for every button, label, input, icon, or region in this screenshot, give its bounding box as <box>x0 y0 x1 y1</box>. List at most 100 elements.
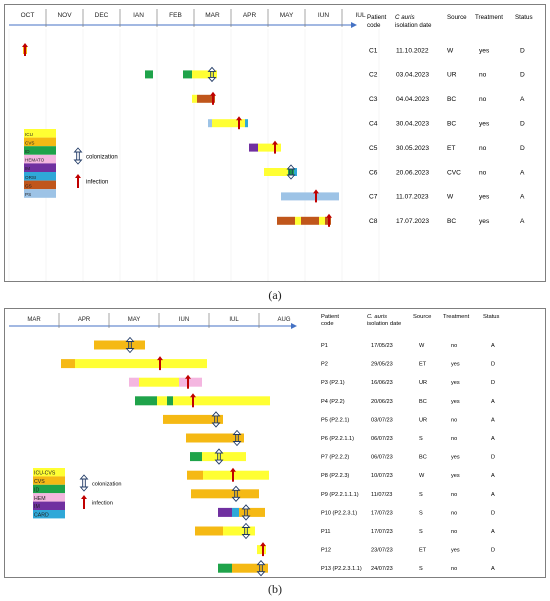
row-patient-code: P3 (P2.1) <box>321 380 345 386</box>
stay-segment <box>232 507 239 517</box>
stay-segment <box>190 452 202 462</box>
header-treatment: Treatment <box>475 14 503 21</box>
row-source: BC <box>447 121 456 128</box>
header-source: Source <box>413 314 431 320</box>
stay-segment <box>157 396 167 406</box>
month-label: FEB <box>169 12 182 19</box>
row-source: S <box>419 492 423 498</box>
stay-segment <box>183 70 192 79</box>
month-label: APR <box>243 12 257 19</box>
row-patient-code: P8 (P2.2.3) <box>321 473 349 479</box>
colonization-marker-icon <box>256 560 266 577</box>
stay-segment <box>218 563 232 573</box>
legend-swatch <box>24 146 56 155</box>
infection-key-label: infection <box>92 501 113 507</box>
row-source: BC <box>419 399 427 405</box>
row-status: A <box>520 169 525 176</box>
stay-segment <box>212 119 245 128</box>
row-treatment: no <box>451 492 457 498</box>
stay-segment <box>258 143 281 152</box>
infection-key-icon <box>81 495 87 509</box>
row-patient-code: P6 (P2.2.1.1) <box>321 436 354 442</box>
row-source: CVC <box>447 169 461 176</box>
row-isolation-date: 03/07/23 <box>371 417 393 423</box>
stay-segment <box>129 377 139 387</box>
row-status: A <box>491 473 495 479</box>
stay-segment <box>184 377 202 387</box>
row-status: D <box>520 47 525 54</box>
row-treatment: no <box>451 343 457 349</box>
legend-swatch <box>33 484 65 494</box>
row-source: S <box>419 529 423 535</box>
infection-marker-icon <box>185 374 191 389</box>
row-patient-code: P7 (P2.2.2) <box>321 455 349 461</box>
colonization-marker-icon <box>211 411 221 428</box>
stay-segment <box>186 433 244 443</box>
row-treatment: yes <box>451 473 460 479</box>
month-label: IUN <box>318 12 330 19</box>
stay-segment <box>202 452 246 462</box>
row-source: ET <box>419 362 427 368</box>
row-patient-code: C6 <box>369 169 378 176</box>
infection-marker-icon <box>230 467 236 482</box>
panel-b-label: (b) <box>268 582 282 596</box>
stay-segment <box>232 563 268 573</box>
infection-marker-icon <box>22 43 28 56</box>
infection-marker-icon <box>272 140 278 154</box>
stay-segment <box>101 340 145 350</box>
stay-segment <box>218 507 232 517</box>
row-isolation-date: 20/06/23 <box>371 399 393 405</box>
infection-marker-icon <box>326 213 332 227</box>
legend-label: HEMATO <box>25 158 45 163</box>
row-isolation-date: 10/07/23 <box>371 473 393 479</box>
month-label: NOV <box>57 12 72 19</box>
header-patient-code-line1: Patient <box>367 14 387 21</box>
header-isolation-date-line2: isolation date <box>367 321 401 327</box>
stay-segment <box>61 359 75 369</box>
stay-segment <box>195 526 223 536</box>
row-patient-code: P5 (P2.2.1) <box>321 417 349 423</box>
row-patient-code: P9 (P2.2.1.1.1) <box>321 492 359 498</box>
row-status: A <box>491 566 495 572</box>
row-treatment: no <box>451 417 457 423</box>
legend-swatch <box>33 510 65 519</box>
row-isolation-date: 20.06.2023 <box>396 169 429 176</box>
stay-segment <box>245 119 248 128</box>
stay-segment <box>139 377 179 387</box>
row-treatment: no <box>451 566 457 572</box>
row-status: A <box>520 218 525 225</box>
row-isolation-date: 11.07.2023 <box>396 194 429 201</box>
colonization-marker-icon <box>125 336 135 354</box>
legend-label: CARD <box>34 513 49 519</box>
row-treatment: no <box>451 436 457 442</box>
row-source: BC <box>447 218 456 225</box>
stay-segment <box>179 377 184 387</box>
legend-swatch <box>24 163 56 172</box>
row-source: S <box>419 566 423 572</box>
colonization-key-label: colonization <box>86 155 118 161</box>
legend-swatch <box>24 154 56 164</box>
row-patient-code: C3 <box>369 96 378 103</box>
row-isolation-date: 30.04.2023 <box>396 121 429 128</box>
row-treatment: yes <box>451 548 460 554</box>
stay-segment <box>208 119 212 128</box>
stay-segment <box>163 414 223 424</box>
row-patient-code: P4 (P2.2) <box>321 399 345 405</box>
legend-label: IM <box>34 504 40 510</box>
legend-swatch <box>24 180 56 190</box>
row-status: A <box>491 417 495 423</box>
row-source: BC <box>447 96 456 103</box>
row-isolation-date: 17/07/23 <box>371 510 393 516</box>
row-isolation-date: 24/07/23 <box>371 566 393 572</box>
panel-b-timeline-figure: MAR APR MAY IUN IUL AUG Patient code C. auris iso… <box>4 308 546 578</box>
row-isolation-date: 04.04.2023 <box>396 96 429 103</box>
row-status: A <box>491 492 495 498</box>
legend-swatch <box>33 476 65 485</box>
row-patient-code: P2 <box>321 362 328 368</box>
row-patient-code: C8 <box>369 218 378 225</box>
row-status: A <box>491 436 495 442</box>
legend-label: ID <box>34 487 39 493</box>
row-treatment: yes <box>479 121 490 128</box>
stay-segment <box>294 168 297 176</box>
